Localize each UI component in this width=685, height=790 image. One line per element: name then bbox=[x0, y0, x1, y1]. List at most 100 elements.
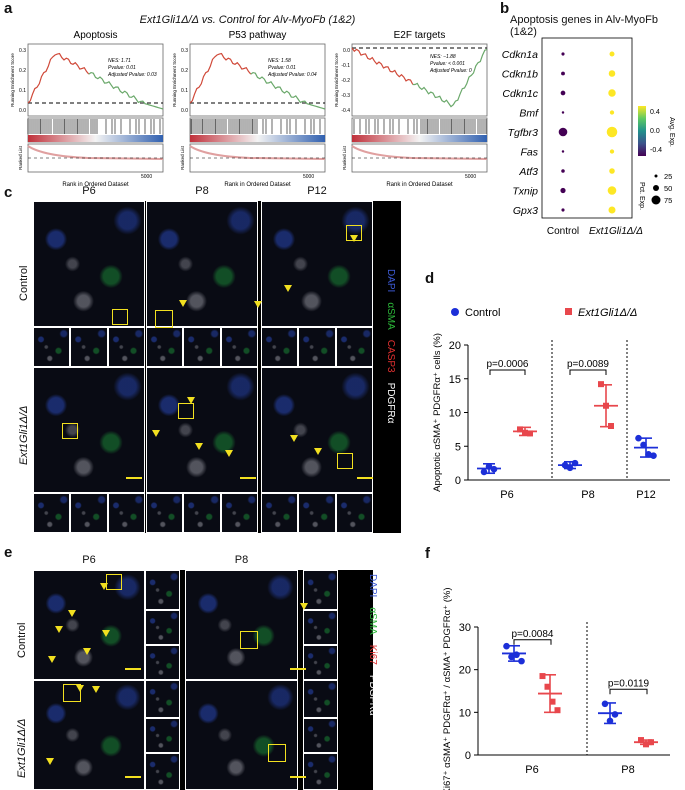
gsea-ranked-curve-0 bbox=[27, 145, 164, 160]
data-point-circle bbox=[485, 463, 493, 470]
panel-label-e: e bbox=[4, 544, 13, 561]
dotplot-size-label: 75 bbox=[664, 196, 672, 205]
pvalue-bracket bbox=[489, 369, 526, 375]
x-tick-label: P6 bbox=[500, 489, 513, 501]
scale-bar bbox=[357, 477, 373, 479]
arrowhead-marker bbox=[254, 301, 262, 308]
inset-ext1 bbox=[70, 493, 108, 533]
data-point-circle bbox=[566, 464, 574, 472]
dotplot-size-label: 25 bbox=[664, 172, 672, 181]
arrowhead-marker bbox=[225, 450, 233, 457]
data-point-circle bbox=[611, 711, 619, 718]
gsea-adj-0: Adjusted Pvalue: 0.03 bbox=[107, 72, 157, 78]
gsea-ytick: -0.4 bbox=[341, 108, 350, 114]
row-label-control: Control bbox=[16, 622, 28, 658]
inset-ext1 bbox=[335, 493, 373, 533]
micrograph-control-0 bbox=[33, 201, 145, 327]
gsea-title-0: Apoptosis bbox=[74, 30, 118, 41]
inset-control bbox=[145, 610, 180, 645]
y-tick-label: 20 bbox=[459, 665, 471, 677]
dotplot-gene-label: Fas bbox=[520, 147, 538, 159]
inset-control bbox=[298, 327, 336, 367]
gsea-curve-red-0 bbox=[27, 52, 90, 104]
arrowhead-marker bbox=[100, 583, 108, 590]
row-label-control: Control bbox=[18, 265, 30, 301]
data-point-circle bbox=[561, 461, 569, 469]
y-tick-label: 0 bbox=[455, 475, 461, 487]
dotplot-dot bbox=[607, 186, 617, 195]
dotplot-gene-label: Atf3 bbox=[518, 166, 538, 178]
gsea-rank-gradient-2 bbox=[352, 135, 487, 142]
chart-d: 0 5 10 15 20 Apoptotic αSMA⁺ PDGFRα⁺ cells (%… bbox=[432, 307, 670, 501]
arrowhead-marker bbox=[46, 758, 54, 765]
inset-marker-box bbox=[337, 453, 353, 469]
dotplot-colorbar-tick: 0.0 bbox=[650, 128, 660, 135]
inset-ext1 bbox=[146, 493, 184, 533]
gsea-ylabel-top-2: Running Enrichment Score bbox=[334, 53, 339, 107]
gsea-nes-2: NES: −1.88 bbox=[430, 54, 456, 60]
inset-control bbox=[146, 327, 184, 367]
inset-control bbox=[70, 327, 108, 367]
inset-marker-box bbox=[63, 684, 81, 702]
gsea-xlabel-0: Rank in Ordered Dataset bbox=[62, 182, 129, 188]
legend-label-control: Control bbox=[465, 307, 500, 319]
data-point-circle bbox=[640, 441, 647, 449]
dotplot-colorbar bbox=[638, 106, 646, 156]
gsea-ranked-curve-2 bbox=[351, 145, 488, 160]
micrograph-ext1-2 bbox=[261, 367, 373, 493]
y-tick-label: 15 bbox=[449, 374, 461, 386]
data-point-circle bbox=[490, 465, 498, 473]
gsea-title-2: E2F targets bbox=[394, 30, 446, 41]
gsea-ytick: 0.0 bbox=[343, 48, 350, 54]
arrowhead-marker bbox=[102, 630, 110, 637]
dotplot-size-title: Pct. Exp. bbox=[638, 182, 645, 210]
gsea-ylabel-top-0: Running Enrichment Score bbox=[10, 53, 15, 107]
dotplot-dot bbox=[609, 51, 615, 57]
data-point-square bbox=[598, 381, 604, 388]
dotplot-colorbar-title: Avg. Exp. bbox=[668, 117, 675, 147]
inset-marker-box bbox=[178, 403, 194, 419]
dotplot-colorbar-tick: 0.4 bbox=[650, 109, 660, 116]
gsea-ylabel-bottom-0: Ranked List bbox=[18, 145, 23, 170]
arrowhead-marker bbox=[284, 285, 292, 292]
data-point-circle bbox=[601, 700, 609, 708]
arrowhead-marker bbox=[48, 656, 56, 663]
data-point-circle bbox=[518, 657, 525, 665]
dotplot-dot bbox=[561, 150, 565, 153]
channel-legend: DAPI αSMA CASP3 PDGFRα bbox=[385, 269, 396, 433]
arrowhead-marker bbox=[290, 435, 298, 442]
dotplot-dot bbox=[609, 149, 615, 154]
gsea-pvalue-2: Pvalue: < 0.001 bbox=[430, 61, 465, 67]
gsea-xtick-1: 5000 bbox=[303, 174, 314, 180]
dotplot-dot bbox=[561, 71, 565, 76]
pvalue-label: p=0.0089 bbox=[567, 359, 609, 370]
gsea-ylabel-top-1: Running Enrichment Score bbox=[172, 53, 177, 107]
inset-ext1 bbox=[303, 718, 338, 753]
inset-control bbox=[261, 327, 299, 367]
column-header-P8: P8 bbox=[195, 185, 209, 197]
data-point-square bbox=[603, 402, 609, 409]
inset-marker-box bbox=[106, 574, 122, 590]
dotplot-size-dot bbox=[651, 195, 661, 205]
gsea-ytick: 0.0 bbox=[19, 108, 26, 114]
dotplot-dot bbox=[608, 89, 616, 97]
inset-control bbox=[335, 327, 373, 367]
chart-f: 0 10 20 30 Ki67⁺ αSMA⁺ PDGFRα⁺ / αSMA⁺ PDGFR… bbox=[442, 588, 670, 790]
panel-c-micrographs: P6 P8 P12 Control Ext1Gli1Δ/Δ DAPI αSMA CASP3 PD… bbox=[0, 185, 415, 543]
data-point-circle bbox=[635, 434, 642, 442]
scale-bar bbox=[125, 776, 141, 778]
gsea-curve-red-2 bbox=[351, 47, 414, 85]
gsea-ytick: 0.3 bbox=[181, 48, 188, 54]
column-header-P6: P6 bbox=[82, 554, 96, 566]
dotplot-size-dot bbox=[653, 185, 659, 191]
scale-bar bbox=[290, 776, 306, 778]
dotplot-gene-label: Tgfbr3 bbox=[508, 127, 539, 139]
dotplot-gene-label: Txnip bbox=[512, 186, 538, 198]
dotplot-colorbar-tick: -0.4 bbox=[650, 147, 662, 154]
channel-legend: DAPI αSMA Ki67 PDGFRα bbox=[367, 574, 378, 726]
data-point-square bbox=[643, 741, 649, 748]
gsea-ytick: -0.2 bbox=[341, 78, 350, 84]
gsea-adj-2: Adjusted Pvalue: 0 bbox=[429, 68, 472, 74]
inset-ext1 bbox=[298, 493, 336, 533]
gsea-ytick: 0.2 bbox=[181, 68, 188, 74]
